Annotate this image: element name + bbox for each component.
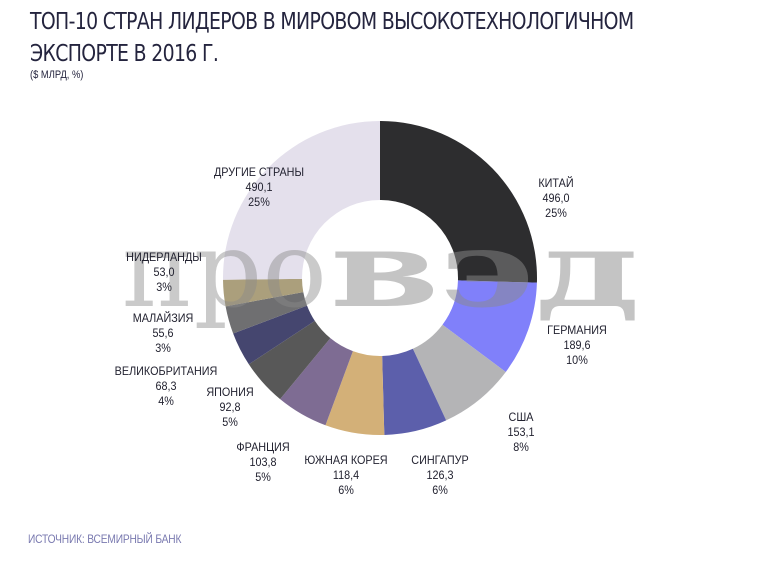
slice-percent: 6% (338, 483, 354, 497)
slice-percent: 10% (566, 353, 588, 367)
slice-7 (233, 305, 315, 365)
slice-8 (225, 292, 308, 334)
subtitle: ($ МЛРД, %) (30, 69, 84, 81)
slice-5 (280, 338, 353, 426)
slice-name: ГЕРМАНИЯ (547, 323, 607, 337)
slice-label: ГЕРМАНИЯ 189,6 10% (547, 323, 607, 368)
slice-value: 189,6 (563, 338, 591, 352)
slice-label: НИДЕРЛАНДЫ 53,0 3% (126, 250, 202, 295)
slice-percent: 5% (255, 470, 271, 484)
slice-name: СИНГАПУР (411, 453, 469, 467)
slice-value: 103,8 (249, 455, 277, 469)
slice-value: 153,1 (507, 425, 535, 439)
page-title: ТОП-10 СТРАН ЛИДЕРОВ В МИРОВОМ ВЫСОКОТЕХ… (30, 6, 735, 70)
slice-label: ЮЖНАЯ КОРЕЯ 118,4 6% (304, 453, 387, 498)
slice-label: ВЕЛИКОБРИТАНИЯ 68,3 4% (115, 364, 218, 409)
slice-percent: 6% (432, 483, 448, 497)
slice-percent: 25% (248, 195, 270, 209)
slice-name: ЯПОНИЯ (206, 385, 254, 399)
slice-label: ФРАНЦИЯ 103,8 5% (236, 440, 289, 485)
slice-name: ФРАНЦИЯ (236, 440, 290, 454)
slice-0 (380, 121, 537, 283)
title-line-1: ТОП-10 СТРАН ЛИДЕРОВ В МИРОВОМ ВЫСОКОТЕХ… (30, 9, 634, 35)
slice-10 (222, 121, 380, 280)
slice-label: СИНГАПУР 126,3 6% (411, 453, 468, 498)
slice-name: КИТАЙ (538, 176, 574, 190)
slice-name: США (508, 410, 534, 424)
slice-value: 118,4 (332, 468, 360, 482)
slice-percent: 3% (156, 280, 172, 294)
slice-percent: 25% (545, 206, 567, 220)
slice-label: ДРУГИЕ СТРАНЫ 490,1 25% (214, 165, 304, 210)
slice-name: ЮЖНАЯ КОРЕЯ (304, 453, 388, 467)
slice-9 (223, 278, 304, 307)
slice-label: США 153,1 8% (507, 410, 534, 455)
slice-percent: 4% (158, 394, 174, 408)
slice-name: НИДЕРЛАНДЫ (126, 250, 202, 264)
slice-label: ЯПОНИЯ 92,8 5% (206, 385, 253, 430)
slice-6 (248, 320, 331, 400)
slice-label: МАЛАЙЗИЯ 55,6 3% (133, 311, 194, 356)
slice-value: 490,1 (245, 180, 273, 194)
slice-percent: 8% (513, 440, 529, 454)
slice-4 (325, 351, 385, 436)
slice-value: 496,0 (542, 191, 570, 205)
slice-label: КИТАЙ 496,0 25% (538, 176, 573, 221)
title-line-2: ЭКСПОРТЕ В 2016 Г. (30, 41, 219, 67)
slice-name: МАЛАЙЗИЯ (132, 311, 194, 325)
slice-2 (412, 324, 506, 421)
slice-value: 92,8 (219, 400, 241, 414)
slice-value: 53,0 (153, 265, 175, 279)
slice-value: 126,3 (426, 468, 454, 482)
slice-percent: 5% (222, 415, 238, 429)
slice-name: ВЕЛИКОБРИТАНИЯ (114, 364, 218, 378)
slice-value: 68,3 (155, 379, 177, 393)
slice-3 (382, 348, 447, 435)
slice-percent: 3% (155, 341, 171, 355)
slice-1 (442, 280, 537, 372)
source-note: ИСТОЧНИК: ВСЕМИРНЫЙ БАНК (28, 532, 182, 546)
slice-name: ДРУГИЕ СТРАНЫ (213, 165, 305, 179)
slice-value: 55,6 (152, 326, 174, 340)
